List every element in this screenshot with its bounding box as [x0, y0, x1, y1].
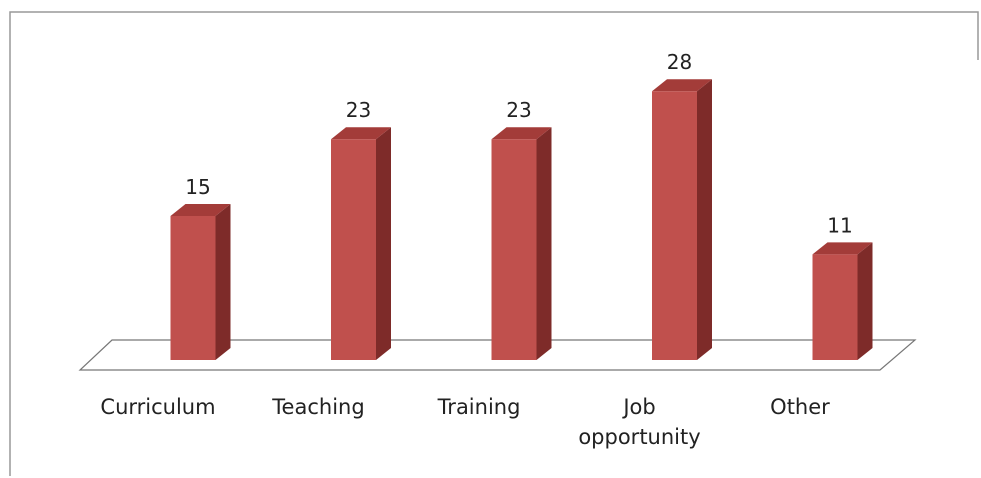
bar-front	[491, 139, 537, 360]
data-label: 15	[185, 175, 210, 199]
bar-top	[170, 204, 231, 216]
bar-side	[697, 79, 712, 360]
bar	[331, 127, 391, 360]
bar-side	[215, 204, 231, 360]
data-label: 11	[827, 213, 852, 237]
data-label: 28	[667, 50, 692, 74]
bar-top	[812, 242, 873, 255]
x-tick-label: Curriculum	[100, 395, 216, 419]
bar	[170, 204, 231, 360]
x-tick-label: Other	[770, 395, 830, 419]
x-tick-label: Job opportunity	[578, 395, 701, 449]
bar-side	[536, 127, 552, 360]
x-tick-label: Teaching	[272, 395, 365, 419]
frame	[9, 11, 979, 476]
data-label: 23	[506, 98, 531, 122]
bar	[491, 127, 552, 360]
data-label: 23	[346, 98, 371, 122]
bar-side	[857, 242, 873, 360]
bar-front	[170, 216, 216, 360]
bar-top	[652, 79, 712, 92]
bar	[812, 242, 873, 360]
bar-front	[652, 91, 697, 360]
bar-side	[376, 127, 391, 360]
bar-top	[491, 127, 552, 140]
bar-front	[331, 139, 376, 360]
bar	[652, 79, 712, 360]
bar-front	[812, 254, 858, 360]
bar-top	[331, 127, 391, 140]
x-tick-label: Training	[437, 395, 521, 419]
